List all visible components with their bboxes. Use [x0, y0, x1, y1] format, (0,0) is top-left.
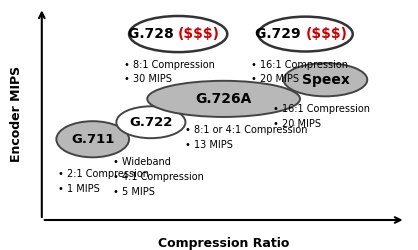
Text: • 8:1 Compression
• 30 MIPS: • 8:1 Compression • 30 MIPS	[124, 60, 214, 84]
Text: • 16:1 Compression
• 20 MIPS: • 16:1 Compression • 20 MIPS	[251, 60, 348, 84]
Text: G.726A: G.726A	[196, 92, 252, 106]
Text: • 16:1 Compression
• 20 MIPS: • 16:1 Compression • 20 MIPS	[273, 104, 370, 129]
Text: G.728: G.728	[127, 27, 178, 41]
Ellipse shape	[116, 106, 186, 138]
Ellipse shape	[147, 81, 300, 117]
Text: G.722: G.722	[129, 116, 173, 129]
Text: G.729: G.729	[255, 27, 306, 41]
Ellipse shape	[284, 63, 367, 96]
Text: G.711: G.711	[71, 133, 115, 146]
Text: Encoder MIPS: Encoder MIPS	[10, 66, 23, 162]
Text: • 2:1 Compression
• 1 MIPS: • 2:1 Compression • 1 MIPS	[58, 169, 149, 194]
Ellipse shape	[56, 121, 129, 157]
Text: • Wideband
• 4:1 Compression
• 5 MIPS: • Wideband • 4:1 Compression • 5 MIPS	[113, 157, 204, 197]
Text: Speex: Speex	[301, 73, 349, 87]
Ellipse shape	[129, 16, 227, 52]
Text: • 8:1 or 4:1 Compression
• 13 MIPS: • 8:1 or 4:1 Compression • 13 MIPS	[186, 126, 308, 150]
Ellipse shape	[258, 17, 353, 51]
Text: ($$$): ($$$)	[306, 27, 347, 41]
Text: ($$$): ($$$)	[178, 27, 220, 41]
Text: Compression Ratio: Compression Ratio	[158, 237, 289, 250]
